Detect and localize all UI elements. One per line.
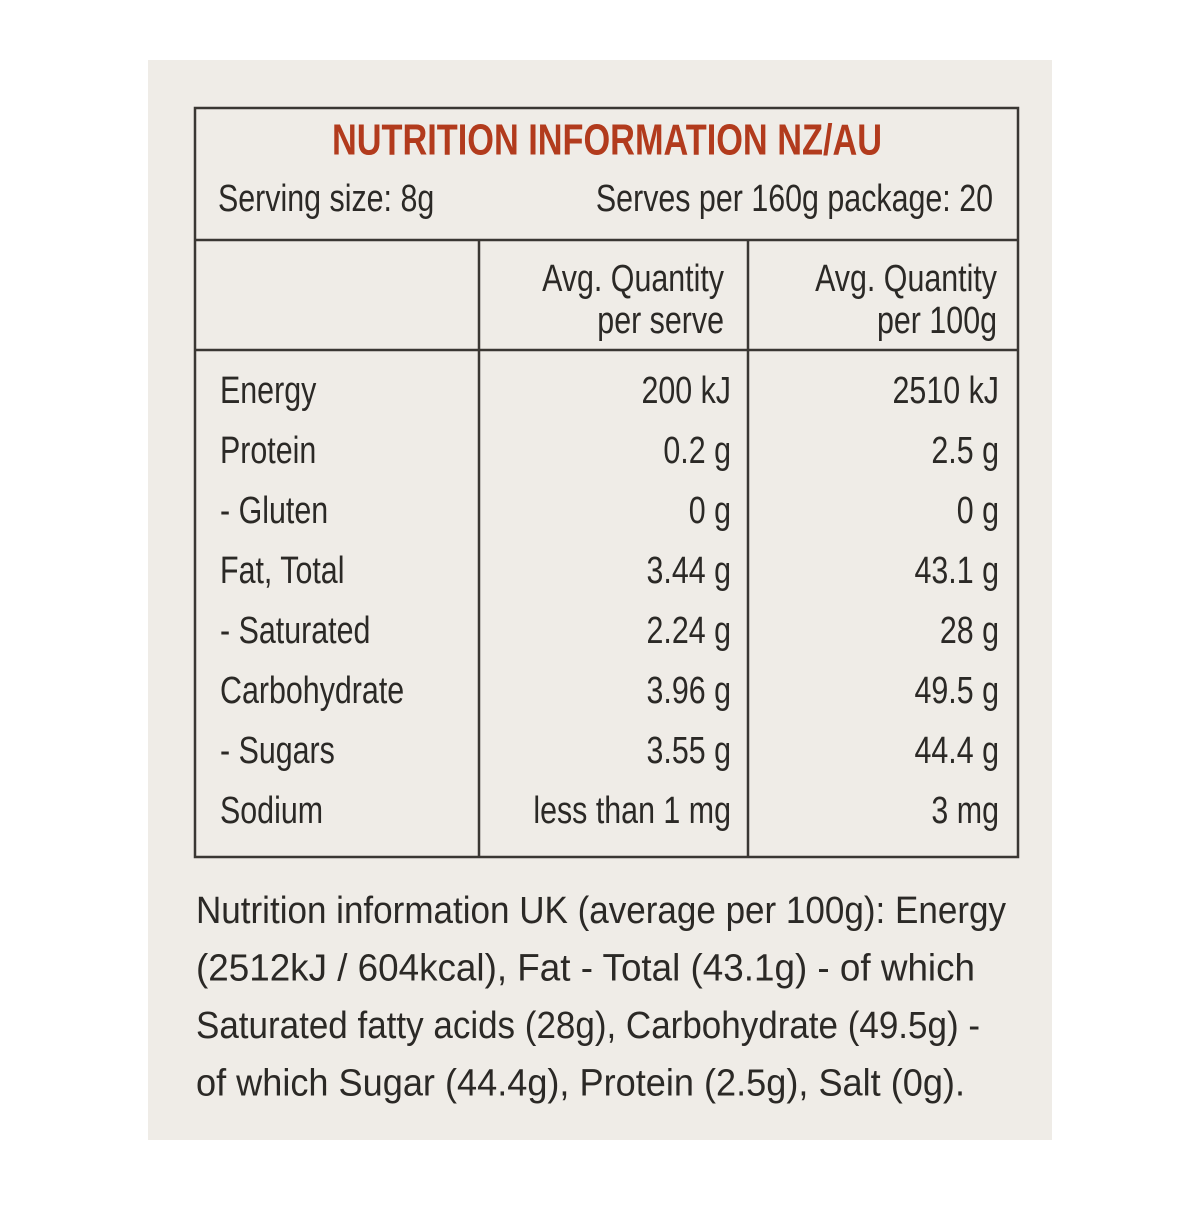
nutrient-name: Fat, Total xyxy=(220,550,344,592)
column-header: per serve xyxy=(597,300,724,342)
per-100g-value: 44.4 g xyxy=(914,730,999,772)
per-100g-value-group: 44.4 g xyxy=(914,730,999,772)
per-100g-value: 49.5 g xyxy=(914,670,999,712)
per-serve-value: less than 1 mg xyxy=(533,790,731,832)
per-100g-value-group: 2510 kJ xyxy=(893,370,999,412)
table-border xyxy=(193,106,1020,859)
column-header-group: Avg. Quantity xyxy=(815,258,998,300)
per-100g-value-group: 3 mg xyxy=(931,790,999,832)
nutrient-name: Protein xyxy=(220,430,316,472)
per-serve-value-group: 2.24 g xyxy=(646,610,731,652)
column-header-group: Avg. Quantity xyxy=(542,258,725,300)
nutrient-name-group: Energy xyxy=(220,370,317,412)
title: NUTRITION INFORMATION NZ/AU xyxy=(332,116,882,165)
title-group: NUTRITION INFORMATION NZ/AU xyxy=(332,116,882,165)
per-serve-value-group: 3.44 g xyxy=(646,550,731,592)
per-serve-value: 3.44 g xyxy=(646,550,731,592)
per-100g-value: 2.5 g xyxy=(931,430,999,472)
column-header-group: per serve xyxy=(597,300,724,342)
footer-line: (2512kJ / 604kcal), Fat - Total (43.1g) … xyxy=(196,948,975,990)
per-serve-value: 3.96 g xyxy=(646,670,731,712)
per-100g-value: 3 mg xyxy=(931,790,999,832)
column-header: per 100g xyxy=(877,300,997,342)
per-100g-value-group: 0 g xyxy=(957,490,999,532)
per-serve-value: 0.2 g xyxy=(663,430,731,472)
per-100g-value: 2510 kJ xyxy=(893,370,999,412)
per-100g-value: 0 g xyxy=(957,490,999,532)
column-header: Avg. Quantity xyxy=(815,258,998,300)
per-100g-value: 28 g xyxy=(940,610,999,652)
per-serve-value-group: 3.96 g xyxy=(646,670,731,712)
nutrient-name-group: - Saturated xyxy=(220,610,370,652)
serving-size: Serving size: 8g xyxy=(218,178,434,220)
nutrient-name: - Gluten xyxy=(220,490,328,532)
serves-per-package-group: Serves per 160g package: 20 xyxy=(596,178,993,220)
per-serve-value: 3.55 g xyxy=(646,730,731,772)
per-serve-value-group: 0 g xyxy=(689,490,731,532)
footer-line: Saturated fatty acids (28g), Carbohydrat… xyxy=(196,1005,980,1047)
nutrient-name: Carbohydrate xyxy=(220,670,404,712)
per-100g-value-group: 2.5 g xyxy=(931,430,999,472)
nutrient-name: Energy xyxy=(220,370,317,412)
serves-per-package: Serves per 160g package: 20 xyxy=(596,178,993,220)
nutrient-name-group: - Gluten xyxy=(220,490,328,532)
nutrient-name-group: Sodium xyxy=(220,790,323,832)
footer-line: of which Sugar (44.4g), Protein (2.5g), … xyxy=(196,1063,965,1105)
footer-line: Nutrition information UK (average per 10… xyxy=(196,890,1006,932)
per-100g-value-group: 49.5 g xyxy=(914,670,999,712)
serving-size-group: Serving size: 8g xyxy=(218,178,434,220)
nutrient-name-group: Protein xyxy=(220,430,316,472)
nutrient-name-group: - Sugars xyxy=(220,730,335,772)
per-100g-value-group: 43.1 g xyxy=(914,550,999,592)
per-serve-value: 0 g xyxy=(689,490,731,532)
per-serve-value-group: 0.2 g xyxy=(663,430,731,472)
nutrient-name: - Sugars xyxy=(220,730,335,772)
column-header: Avg. Quantity xyxy=(542,258,725,300)
nutrient-name-group: Carbohydrate xyxy=(220,670,404,712)
nutrient-name-group: Fat, Total xyxy=(220,550,344,592)
column-header-group: per 100g xyxy=(877,300,997,342)
nutrient-name: Sodium xyxy=(220,790,323,832)
per-serve-value-group: 200 kJ xyxy=(641,370,731,412)
per-100g-value-group: 28 g xyxy=(940,610,999,652)
per-serve-value: 2.24 g xyxy=(646,610,731,652)
per-serve-value-group: less than 1 mg xyxy=(533,790,731,832)
per-100g-value: 43.1 g xyxy=(914,550,999,592)
per-serve-value-group: 3.55 g xyxy=(646,730,731,772)
nutrient-name: - Saturated xyxy=(220,610,370,652)
per-serve-value: 200 kJ xyxy=(641,370,731,412)
